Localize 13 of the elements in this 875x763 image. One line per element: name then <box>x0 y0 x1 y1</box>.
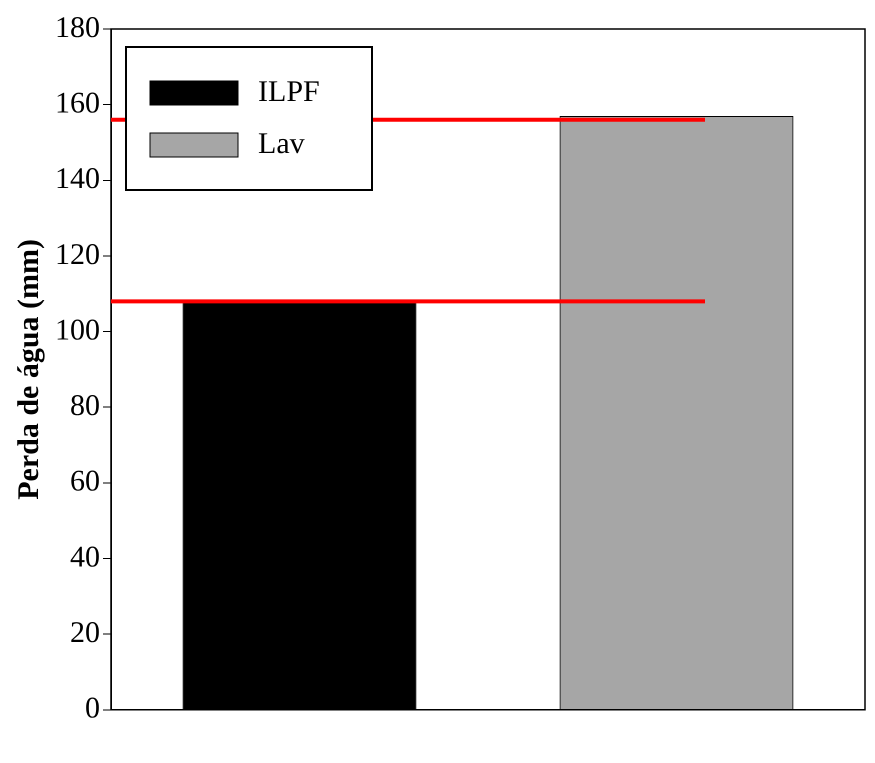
y-axis-title: Perda de água (mm) <box>12 239 45 500</box>
y-tick-label: 60 <box>70 464 100 498</box>
y-tick-label: 160 <box>55 86 100 120</box>
y-tick-label: 120 <box>55 238 100 271</box>
legend-label: ILPF <box>258 74 320 108</box>
y-tick-label: 40 <box>70 540 100 574</box>
y-tick-label: 20 <box>70 616 100 650</box>
y-tick-label: 140 <box>55 162 100 196</box>
y-tick-label: 0 <box>85 692 100 725</box>
y-tick-label: 100 <box>55 313 100 346</box>
legend-label: Lav <box>258 126 305 160</box>
y-tick-label: 80 <box>70 389 100 422</box>
y-tick-label: 180 <box>55 10 100 44</box>
